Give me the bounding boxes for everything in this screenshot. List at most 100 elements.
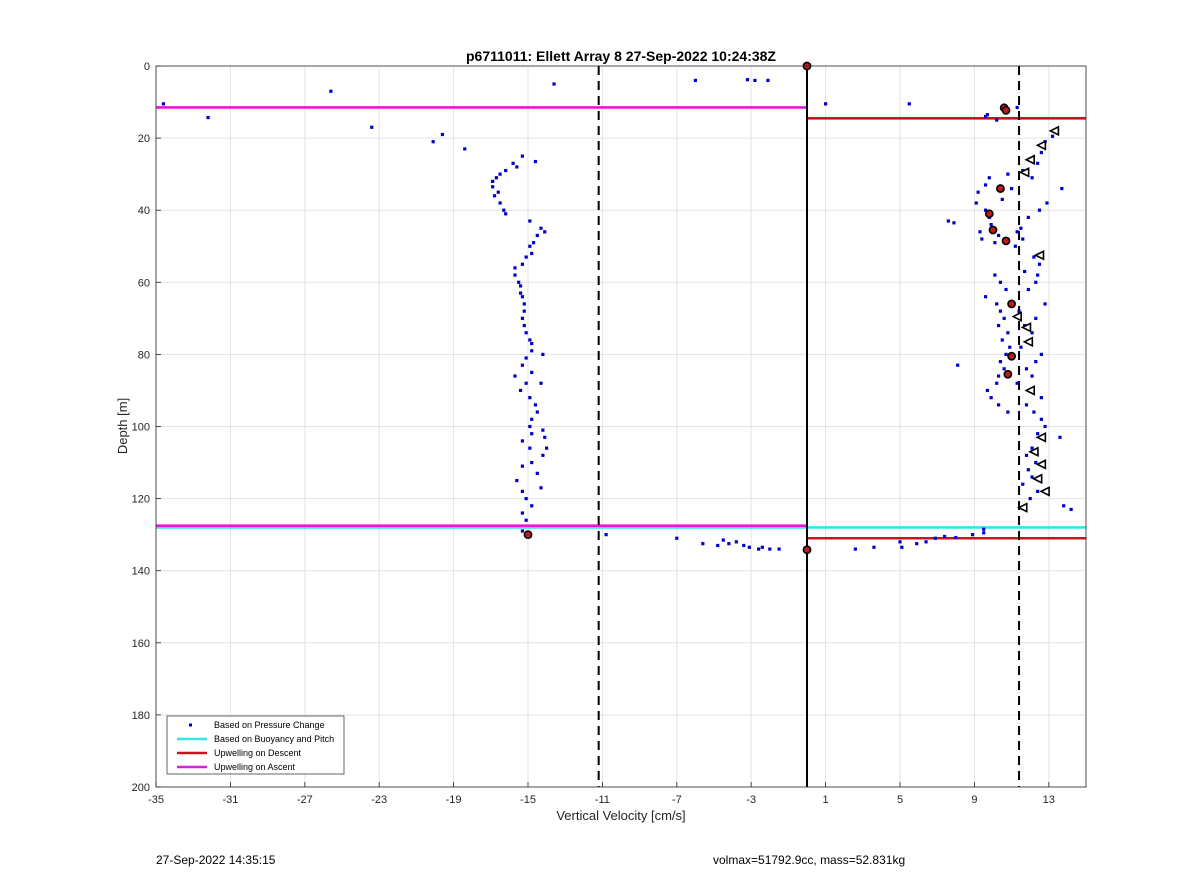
data-point: [996, 323, 1001, 328]
y-tick-label: 100: [132, 422, 150, 434]
data-point: [530, 417, 534, 421]
ascent-marker: [1011, 311, 1022, 322]
data-point: [520, 489, 525, 493]
data-point: [995, 302, 999, 306]
data-point: [511, 161, 515, 165]
data-point: [998, 309, 1003, 313]
data-point: [954, 535, 958, 540]
legend-swatch: [189, 723, 192, 727]
y-tick-label: 60: [138, 277, 150, 289]
data-point: [915, 542, 919, 546]
data-point: [1015, 230, 1019, 234]
buoyancy-point: [1001, 105, 1011, 115]
data-point: [1019, 345, 1023, 349]
data-point: [1002, 316, 1006, 320]
buoyancy-point: [802, 545, 812, 555]
data-point: [970, 533, 975, 537]
data-point: [1034, 316, 1038, 320]
footer-info: volmax=51792.9cc, mass=52.831kg: [713, 853, 906, 867]
data-point: [1043, 424, 1047, 429]
data-point: [524, 356, 528, 360]
x-tick-label: -19: [446, 794, 462, 806]
data-point: [760, 545, 764, 549]
data-point: [492, 194, 497, 198]
buoyancy-point: [996, 184, 1005, 193]
data-point: [980, 237, 984, 241]
data-point: [1037, 262, 1042, 266]
reference-lines: [597, 66, 1021, 787]
data-point: [675, 536, 679, 540]
ascent-marker: [1035, 140, 1047, 151]
x-tick-label: 9: [971, 794, 977, 806]
data-point: [907, 102, 911, 106]
data-point: [1028, 497, 1032, 501]
data-point: [533, 159, 538, 164]
data-point: [498, 172, 502, 176]
data-point: [1004, 352, 1008, 356]
data-point: [1006, 331, 1010, 335]
data-point: [541, 453, 545, 457]
data-point: [1015, 105, 1019, 110]
data-point: [1024, 403, 1029, 407]
data-point: [1013, 244, 1017, 248]
data-point: [1021, 237, 1025, 241]
data-point: [996, 403, 1001, 407]
data-point: [552, 82, 556, 86]
data-point: [996, 233, 1001, 238]
data-point: [524, 381, 528, 385]
data-point: [993, 241, 997, 245]
data-point: [530, 432, 534, 436]
data-point: [1026, 287, 1030, 292]
x-tick-label: -31: [222, 794, 238, 806]
data-point: [985, 388, 990, 393]
data-point: [1043, 302, 1047, 306]
data-point: [946, 219, 950, 223]
data-point: [1034, 460, 1038, 465]
data-point: [535, 410, 539, 414]
ascent-markers: [1011, 125, 1060, 513]
x-tick-label: -3: [746, 794, 756, 806]
data-point: [995, 381, 999, 385]
data-point: [504, 212, 508, 216]
data-point: [1026, 215, 1030, 220]
data-point: [1030, 176, 1034, 180]
legend-label: Based on Buoyancy and Pitch: [214, 734, 334, 744]
data-point: [1034, 360, 1038, 364]
data-point: [1036, 489, 1040, 493]
data-point: [524, 497, 528, 501]
data-point: [1039, 396, 1043, 400]
data-point: [530, 504, 534, 508]
data-point: [518, 284, 523, 288]
data-point: [491, 179, 495, 183]
y-tick-label: 20: [138, 133, 150, 145]
ascent-marker: [1016, 502, 1028, 513]
data-point: [528, 244, 532, 248]
data-point: [983, 295, 988, 299]
y-axis-label: Depth [m]: [115, 398, 130, 454]
data-point: [520, 511, 525, 515]
data-point: [933, 536, 937, 540]
x-tick-label: -11: [595, 794, 610, 806]
ascent-marker: [1035, 432, 1047, 443]
data-point: [520, 262, 525, 266]
data-point: [721, 538, 725, 542]
x-tick-label: -7: [672, 794, 682, 806]
data-point: [520, 316, 525, 320]
data-point: [983, 208, 988, 212]
data-point: [520, 464, 525, 468]
chart-title: p6711011: Ellett Array 8 27-Sep-2022 10:…: [466, 48, 776, 64]
data-point: [1006, 410, 1010, 414]
y-tick-label: 120: [132, 494, 150, 506]
data-point: [431, 140, 435, 144]
data-point: [1030, 331, 1034, 335]
data-point: [524, 518, 528, 522]
data-point: [1045, 201, 1049, 205]
data-point: [463, 147, 467, 151]
data-point: [1000, 197, 1004, 201]
x-tick-label: -35: [148, 794, 164, 806]
data-point: [520, 295, 525, 299]
data-point: [753, 78, 757, 83]
data-point: [539, 381, 543, 385]
data-point: [956, 363, 960, 367]
data-point: [604, 533, 608, 537]
